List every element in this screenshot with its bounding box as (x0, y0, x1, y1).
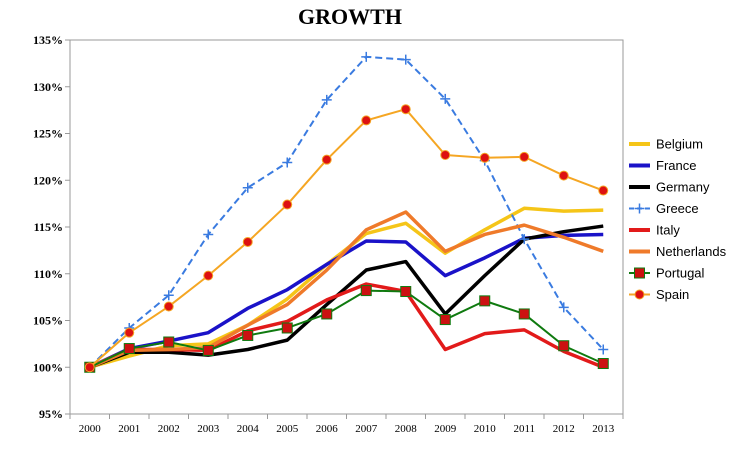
data-point (598, 185, 609, 196)
data-point (361, 51, 372, 62)
legend-item-france: France (629, 158, 696, 173)
legend-item-portugal: Portugal (629, 266, 705, 281)
x-tick-label: 2011 (513, 423, 535, 435)
data-point (282, 199, 293, 210)
data-point (163, 301, 174, 312)
data-point (202, 344, 214, 356)
legend-item-germany: Germany (629, 180, 710, 195)
data-point (440, 93, 451, 104)
y-tick-label: 110% (34, 267, 63, 281)
axes: 95% 100% 105% 110% 115% 120% 125% 130% 135% 2000 2… (33, 33, 624, 435)
y-tick-label: 100% (33, 360, 63, 374)
series-line-netherlands (89, 210, 604, 369)
series-line-germany (89, 224, 604, 369)
chart-title: GROWTH (298, 4, 402, 29)
legend-item-netherlands: Netherlands (629, 244, 727, 259)
legend-label: France (656, 158, 696, 173)
y-tick-label: 120% (33, 173, 63, 187)
x-tick-label: 2003 (197, 423, 220, 435)
data-point (519, 151, 530, 162)
data-point (321, 308, 333, 320)
legend-label: Greece (656, 201, 699, 216)
y-tick-label: 95% (39, 407, 63, 421)
series-line-spain (89, 108, 604, 369)
legend-label: Netherlands (656, 244, 727, 259)
series-spain (84, 104, 609, 373)
data-point (360, 285, 372, 297)
data-point (439, 314, 451, 326)
data-point (123, 343, 135, 355)
legend-label: Belgium (656, 137, 703, 152)
x-tick-label: 2010 (474, 423, 497, 435)
x-tick-label: 2009 (434, 423, 457, 435)
legend-item-italy: Italy (629, 223, 680, 238)
data-point (518, 308, 530, 320)
x-tick-label: 2004 (237, 423, 260, 435)
data-point (281, 322, 293, 334)
y-tick-label: 125% (33, 127, 63, 141)
legend: Belgium France Germany Greece Italy Netherlan… (629, 137, 727, 302)
data-point (400, 286, 412, 298)
series-netherlands (89, 210, 604, 369)
data-point (163, 336, 175, 348)
data-point (321, 154, 332, 165)
x-tick-label: 2005 (276, 423, 299, 435)
data-point (479, 152, 490, 163)
data-point (242, 182, 253, 193)
x-tick-label: 2001 (118, 423, 140, 435)
data-point (242, 329, 254, 341)
data-point (203, 270, 214, 281)
data-point (558, 340, 570, 352)
x-tick-label: 2013 (592, 423, 615, 435)
y-tick-label: 115% (34, 220, 63, 234)
series-line-greece (89, 55, 604, 368)
data-point (163, 290, 174, 301)
series-line-portugal (89, 289, 604, 369)
series-germany (89, 224, 604, 369)
series-layer (84, 51, 609, 373)
series-line-france (89, 232, 604, 369)
legend-label: Portugal (656, 266, 705, 281)
y-tick-label: 130% (33, 80, 63, 94)
legend-marker (634, 289, 645, 300)
plot-frame (69, 39, 624, 415)
x-tick-label: 2007 (355, 423, 378, 435)
data-point (84, 362, 95, 373)
legend-item-belgium: Belgium (629, 137, 703, 152)
data-point (321, 94, 332, 105)
x-tick-label: 2012 (553, 423, 575, 435)
data-point (203, 229, 214, 240)
data-point (558, 302, 569, 313)
data-point (242, 236, 253, 247)
data-point (282, 157, 293, 168)
x-tick-label: 2006 (316, 423, 339, 435)
legend-item-spain: Spain (629, 287, 689, 302)
data-point (479, 295, 491, 307)
data-point (440, 150, 451, 161)
x-tick-label: 2002 (158, 423, 180, 435)
data-point (400, 104, 411, 115)
data-point (598, 344, 609, 355)
data-point (400, 54, 411, 65)
legend-label: Spain (656, 287, 689, 302)
x-tick-label: 2000 (79, 423, 102, 435)
legend-marker (634, 203, 645, 214)
data-point (124, 327, 135, 338)
legend-item-greece: Greece (629, 201, 699, 216)
legend-label: Italy (656, 223, 680, 238)
y-tick-label: 135% (33, 33, 63, 47)
series-greece (84, 51, 609, 373)
data-point (519, 234, 530, 245)
data-point (597, 358, 609, 370)
data-point (361, 115, 372, 126)
legend-label: Germany (656, 180, 710, 195)
y-tick-label: 105% (33, 314, 63, 328)
x-tick-label: 2008 (395, 423, 418, 435)
legend-marker (634, 267, 645, 279)
series-france (89, 232, 604, 369)
data-point (558, 170, 569, 181)
